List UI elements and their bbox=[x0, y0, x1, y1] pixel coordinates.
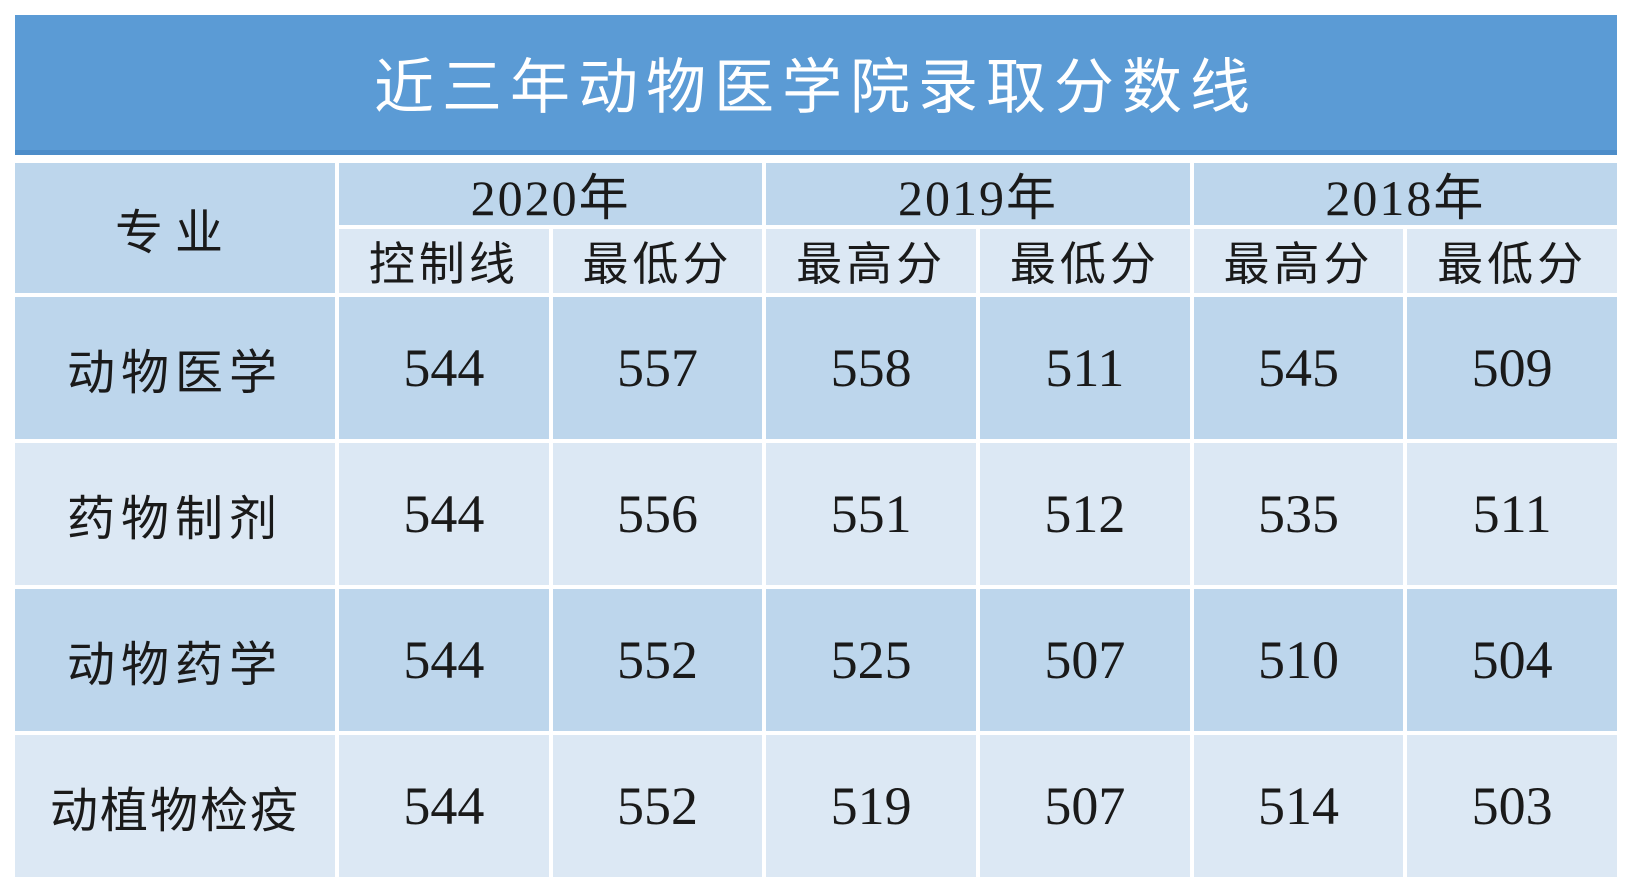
header-year-2019: 2019年 bbox=[766, 163, 1190, 226]
score-cell: 511 bbox=[1407, 443, 1617, 585]
subheader-2018-min-score: 最低分 bbox=[1407, 229, 1617, 293]
score-cell: 544 bbox=[339, 297, 549, 439]
score-cell: 557 bbox=[552, 297, 763, 439]
score-cell: 544 bbox=[339, 443, 549, 585]
subheader-2020-min-score: 最低分 bbox=[552, 229, 763, 293]
row-major-name: 动植物检疫 bbox=[15, 735, 335, 877]
score-cell: 552 bbox=[552, 735, 763, 877]
score-cell: 510 bbox=[1193, 589, 1404, 731]
score-cell: 514 bbox=[1193, 735, 1404, 877]
row-major-name: 动物医学 bbox=[15, 297, 335, 439]
score-cell: 544 bbox=[339, 589, 549, 731]
score-cell: 551 bbox=[766, 443, 976, 585]
score-cell: 544 bbox=[339, 735, 549, 877]
score-cell: 509 bbox=[1407, 297, 1617, 439]
score-cell: 519 bbox=[766, 735, 976, 877]
score-cell: 535 bbox=[1193, 443, 1404, 585]
score-cell: 507 bbox=[980, 735, 1190, 877]
score-cell: 503 bbox=[1407, 735, 1617, 877]
score-cell: 507 bbox=[980, 589, 1190, 731]
row-major-name: 动物药学 bbox=[15, 589, 335, 731]
header-year-2018: 2018年 bbox=[1193, 163, 1617, 226]
score-table: 专业 2020年 2019年 2018年 控制线 最低分 最高分 最低分 最高分… bbox=[15, 163, 1617, 877]
subheader-2019-min-score: 最低分 bbox=[980, 229, 1190, 293]
table-title: 近三年动物医学院录取分数线 bbox=[15, 15, 1617, 155]
score-cell: 504 bbox=[1407, 589, 1617, 731]
subheader-2020-control-line: 控制线 bbox=[339, 229, 549, 293]
row-major-name: 药物制剂 bbox=[15, 443, 335, 585]
subheader-2019-max-score: 最高分 bbox=[766, 229, 976, 293]
score-cell: 545 bbox=[1193, 297, 1404, 439]
score-cell: 558 bbox=[766, 297, 976, 439]
subheader-2018-max-score: 最高分 bbox=[1193, 229, 1404, 293]
score-cell: 511 bbox=[980, 297, 1190, 439]
header-year-2020: 2020年 bbox=[339, 163, 763, 226]
header-major: 专业 bbox=[15, 163, 335, 293]
score-cell: 525 bbox=[766, 589, 976, 731]
score-cell: 556 bbox=[552, 443, 763, 585]
score-cell: 512 bbox=[980, 443, 1190, 585]
score-cell: 552 bbox=[552, 589, 763, 731]
